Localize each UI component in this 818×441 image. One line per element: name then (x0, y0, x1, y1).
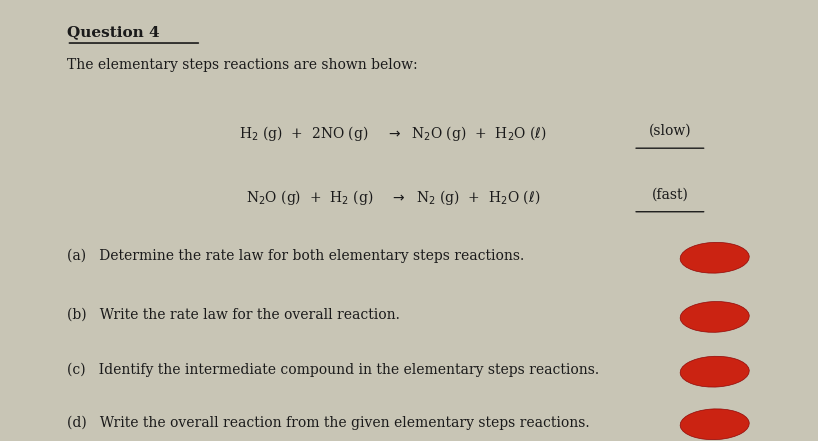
Text: H$_2$ (g)  +  2NO (g)    $\rightarrow$  N$_2$O (g)  +  H$_2$O ($\ell$): H$_2$ (g) + 2NO (g) $\rightarrow$ N$_2$O… (239, 124, 546, 143)
Ellipse shape (681, 356, 749, 387)
Text: (b)   Write the rate law for the overall reaction.: (b) Write the rate law for the overall r… (66, 308, 399, 322)
Text: (d)   Write the overall reaction from the given elementary steps reactions.: (d) Write the overall reaction from the … (66, 415, 589, 430)
Ellipse shape (681, 243, 749, 273)
Ellipse shape (681, 409, 749, 440)
Text: (a)   Determine the rate law for both elementary steps reactions.: (a) Determine the rate law for both elem… (66, 249, 524, 263)
Text: The elementary steps reactions are shown below:: The elementary steps reactions are shown… (66, 58, 417, 72)
Text: N$_2$O (g)  +  H$_2$ (g)    $\rightarrow$  N$_2$ (g)  +  H$_2$O ($\ell$): N$_2$O (g) + H$_2$ (g) $\rightarrow$ N$_… (245, 187, 540, 207)
Text: (fast): (fast) (651, 187, 688, 202)
Text: (c)   Identify the intermediate compound in the elementary steps reactions.: (c) Identify the intermediate compound i… (66, 363, 599, 377)
Text: (slow): (slow) (649, 124, 691, 138)
Ellipse shape (681, 302, 749, 333)
Text: Question 4: Question 4 (66, 26, 160, 40)
